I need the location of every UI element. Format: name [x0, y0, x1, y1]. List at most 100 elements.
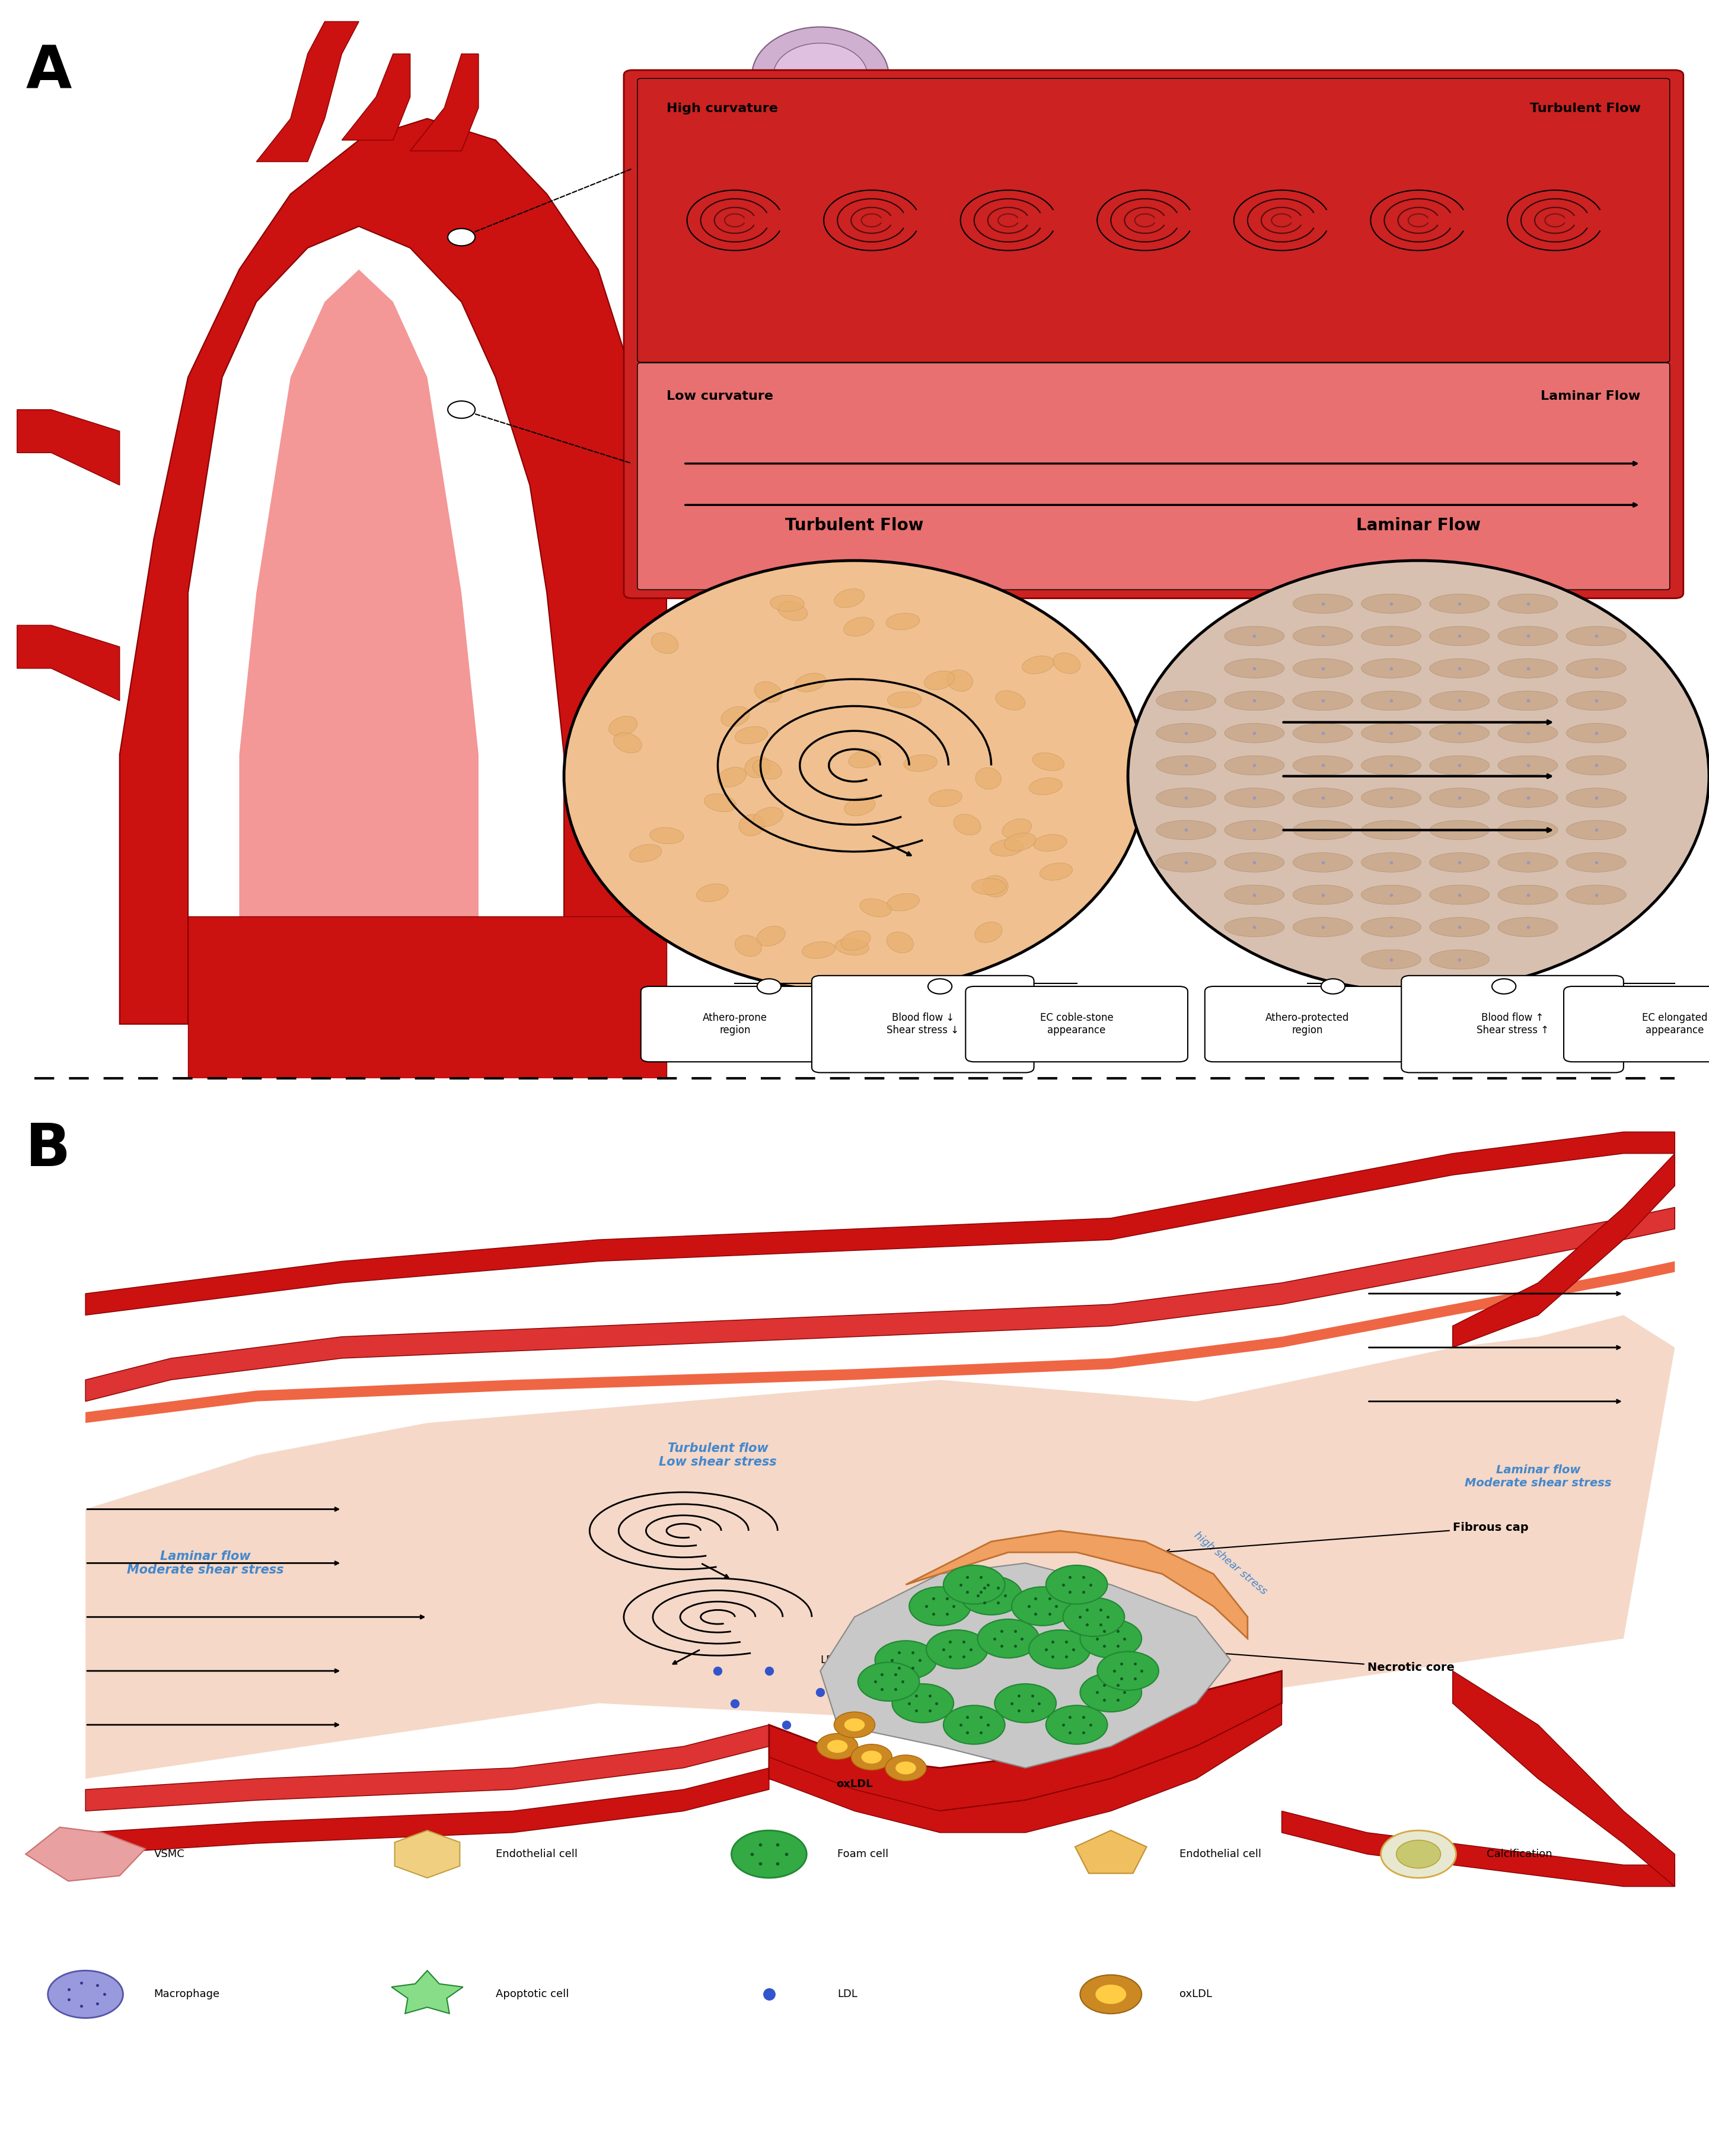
Polygon shape [85, 1261, 1675, 1423]
Circle shape [995, 1684, 1056, 1723]
Ellipse shape [925, 671, 955, 690]
Ellipse shape [1001, 819, 1032, 839]
Text: Macrophage: Macrophage [154, 1990, 220, 1999]
Ellipse shape [848, 750, 880, 768]
Ellipse shape [1430, 918, 1490, 938]
Text: Laminar flow
Moderate shear stress: Laminar flow Moderate shear stress [1465, 1464, 1612, 1490]
Polygon shape [906, 1531, 1248, 1639]
Ellipse shape [887, 692, 921, 707]
Text: Endothelial cell: Endothelial cell [1179, 1850, 1261, 1858]
Ellipse shape [1155, 852, 1217, 873]
Circle shape [844, 1718, 865, 1731]
Ellipse shape [718, 453, 923, 517]
Polygon shape [120, 119, 667, 1024]
Ellipse shape [1224, 819, 1285, 839]
Circle shape [1046, 1705, 1107, 1744]
Ellipse shape [1224, 852, 1285, 873]
Ellipse shape [1128, 561, 1709, 992]
Ellipse shape [1360, 625, 1420, 647]
Ellipse shape [745, 757, 771, 778]
FancyBboxPatch shape [1205, 987, 1410, 1063]
Ellipse shape [697, 884, 728, 901]
Ellipse shape [1294, 690, 1354, 711]
Ellipse shape [1360, 852, 1420, 873]
Text: LDL: LDL [820, 1656, 841, 1664]
Ellipse shape [1430, 690, 1490, 711]
Text: B: B [26, 1121, 70, 1179]
Ellipse shape [1497, 757, 1559, 776]
Circle shape [1321, 979, 1345, 994]
Circle shape [928, 979, 952, 994]
Ellipse shape [1497, 690, 1559, 711]
Circle shape [1080, 1673, 1142, 1712]
Ellipse shape [887, 893, 919, 912]
Ellipse shape [1360, 819, 1420, 839]
Text: Turbulent Flow: Turbulent Flow [1530, 101, 1641, 114]
Ellipse shape [1430, 625, 1490, 647]
Ellipse shape [976, 768, 1001, 789]
Ellipse shape [1567, 724, 1627, 742]
Ellipse shape [1430, 724, 1490, 742]
Text: Apoptotic cell: Apoptotic cell [496, 1990, 569, 1999]
Ellipse shape [1430, 949, 1490, 970]
Ellipse shape [1430, 819, 1490, 839]
Ellipse shape [1567, 787, 1627, 806]
Circle shape [1097, 1651, 1159, 1690]
Polygon shape [85, 1315, 1675, 1779]
Ellipse shape [1053, 653, 1080, 673]
Text: EC elongated
appearance: EC elongated appearance [1642, 1013, 1707, 1035]
Circle shape [1080, 1619, 1142, 1658]
Ellipse shape [1224, 918, 1285, 938]
Circle shape [757, 979, 781, 994]
FancyBboxPatch shape [641, 987, 829, 1063]
Ellipse shape [995, 690, 1025, 709]
Ellipse shape [564, 561, 1145, 992]
Circle shape [731, 1830, 807, 1878]
Ellipse shape [649, 828, 684, 843]
Ellipse shape [1567, 757, 1627, 776]
Ellipse shape [1155, 787, 1217, 806]
Ellipse shape [1155, 757, 1217, 776]
Ellipse shape [1039, 862, 1073, 880]
Circle shape [960, 1576, 1022, 1615]
Ellipse shape [761, 248, 880, 291]
Ellipse shape [738, 815, 764, 837]
Ellipse shape [1567, 690, 1627, 711]
Ellipse shape [718, 129, 923, 194]
Circle shape [943, 1565, 1005, 1604]
Circle shape [892, 1684, 954, 1723]
Ellipse shape [608, 716, 637, 735]
Circle shape [1381, 1830, 1456, 1878]
Ellipse shape [802, 942, 836, 959]
FancyBboxPatch shape [812, 975, 1034, 1072]
Circle shape [978, 1619, 1039, 1658]
Ellipse shape [752, 759, 781, 778]
Polygon shape [239, 270, 479, 1024]
Ellipse shape [1360, 918, 1420, 938]
Circle shape [817, 1733, 858, 1759]
Ellipse shape [1360, 884, 1420, 906]
Ellipse shape [1430, 787, 1490, 806]
Text: A: A [26, 43, 72, 101]
Ellipse shape [718, 237, 923, 302]
Circle shape [48, 1971, 123, 2018]
Polygon shape [1453, 1671, 1675, 1886]
Ellipse shape [1294, 787, 1354, 806]
Polygon shape [342, 54, 410, 140]
Ellipse shape [761, 571, 880, 614]
Circle shape [1063, 1598, 1125, 1636]
Ellipse shape [1567, 852, 1627, 873]
Circle shape [875, 1641, 937, 1680]
Ellipse shape [1294, 724, 1354, 742]
Ellipse shape [1360, 724, 1420, 742]
Ellipse shape [795, 673, 825, 692]
Polygon shape [1075, 1830, 1147, 1874]
Circle shape [827, 1740, 848, 1753]
Ellipse shape [1224, 884, 1285, 906]
Ellipse shape [1497, 819, 1559, 839]
Text: Turbulent flow
Low shear stress: Turbulent flow Low shear stress [660, 1442, 776, 1468]
Polygon shape [1282, 1811, 1675, 1886]
Ellipse shape [1497, 595, 1559, 614]
Ellipse shape [1294, 918, 1354, 938]
Ellipse shape [1224, 787, 1285, 806]
